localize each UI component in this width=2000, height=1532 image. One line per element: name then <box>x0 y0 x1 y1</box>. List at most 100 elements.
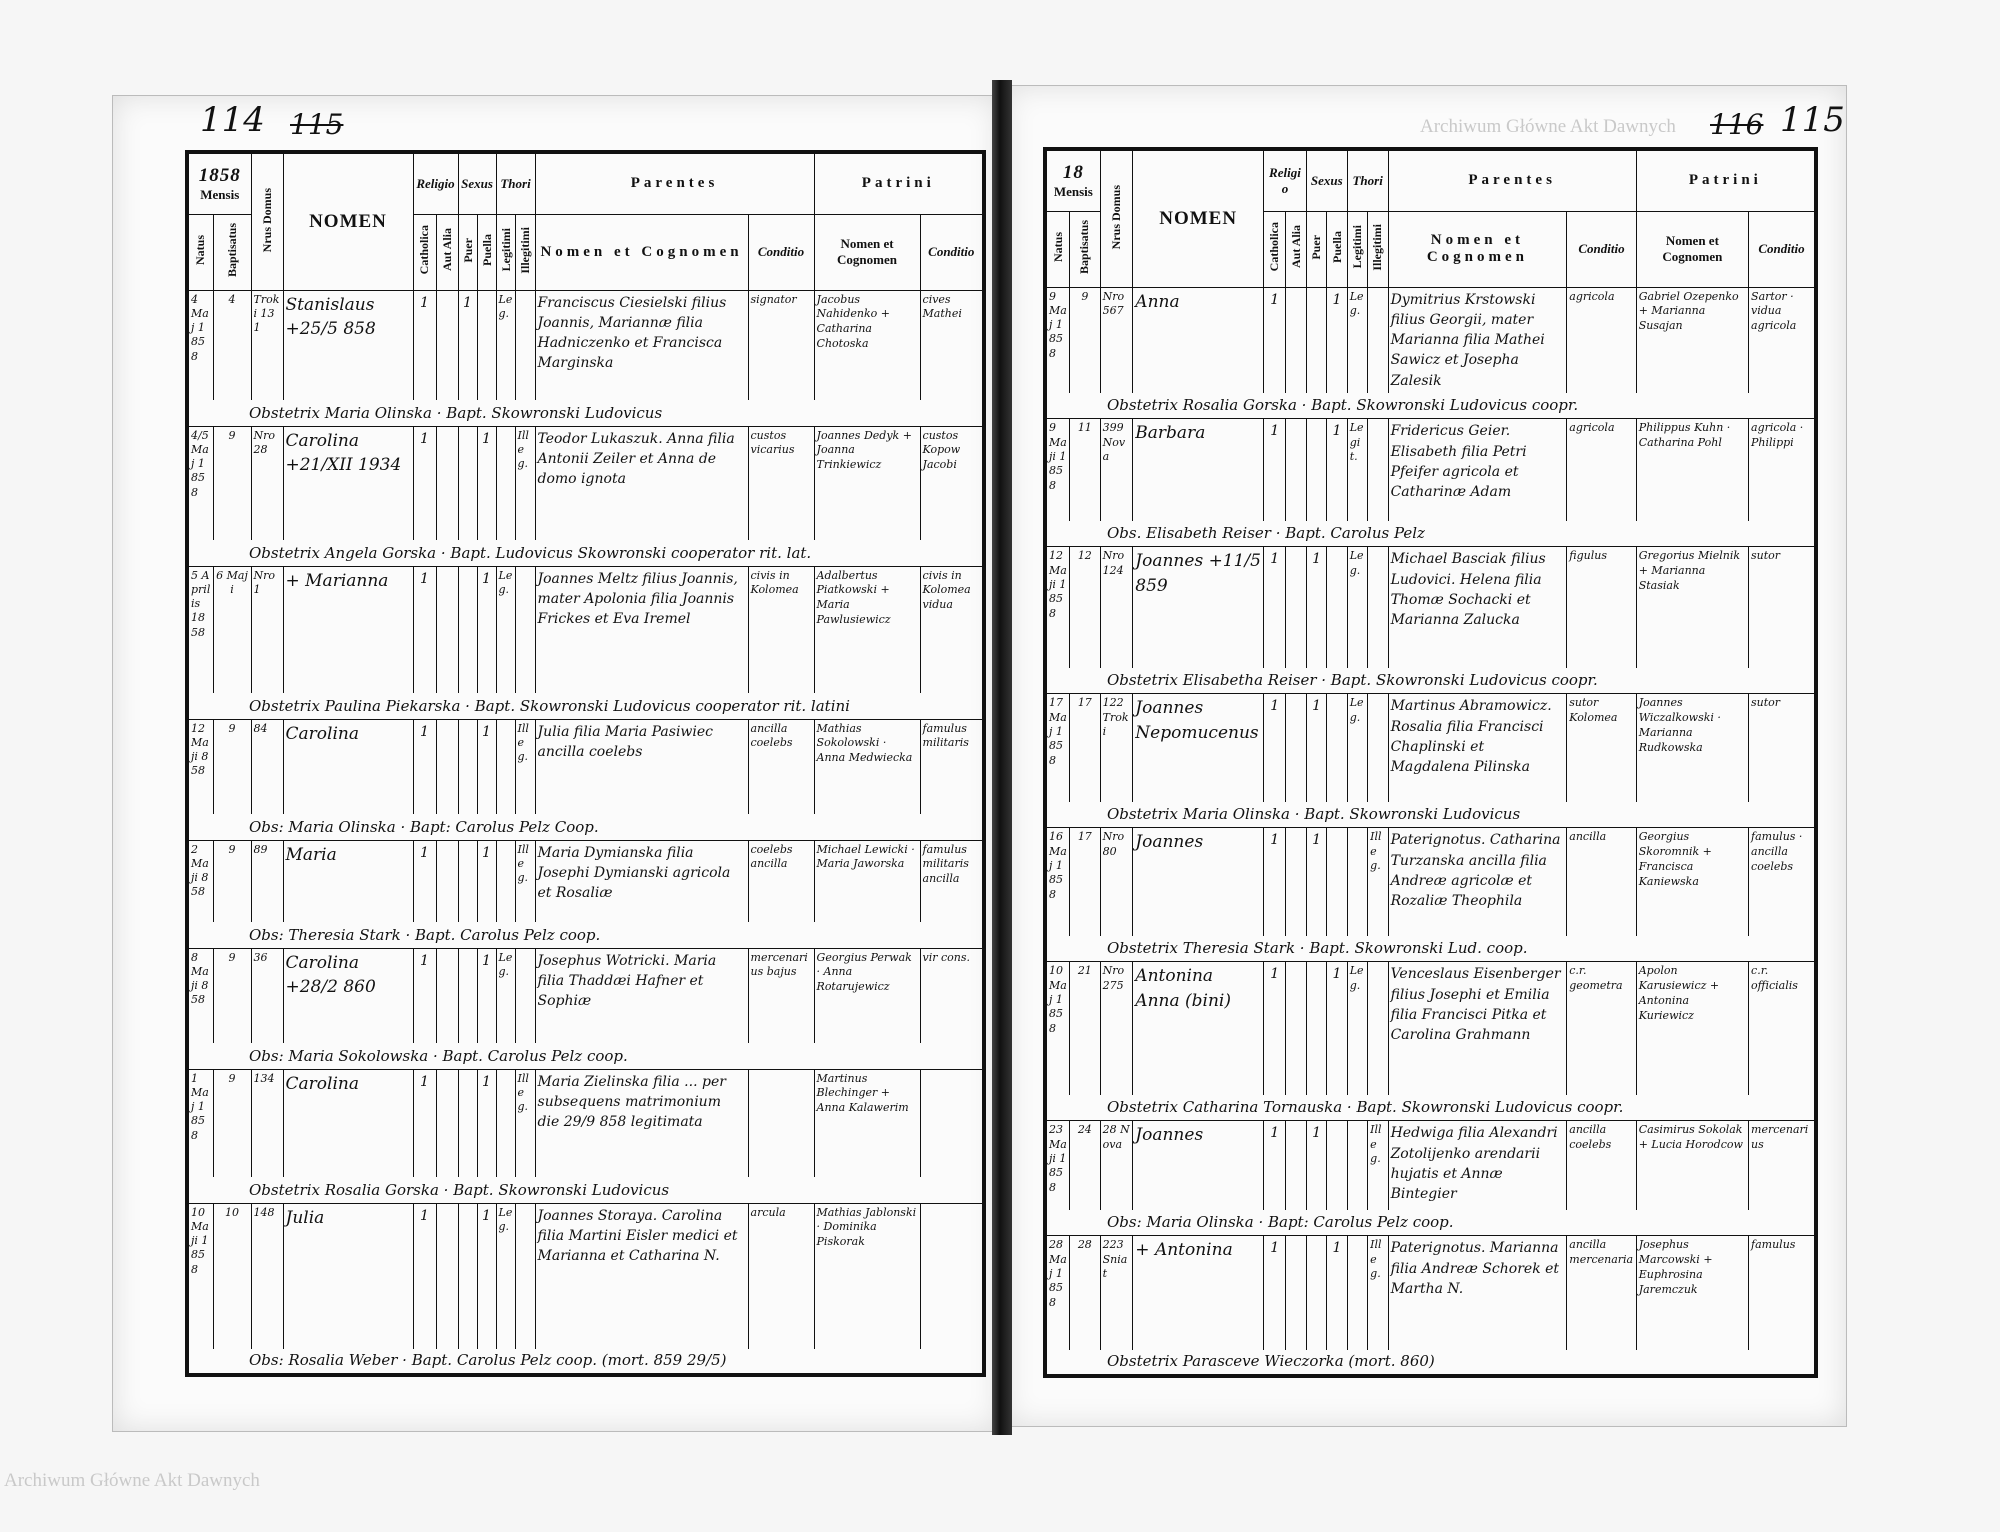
conditio-label: Conditio <box>1578 241 1625 256</box>
legitimate <box>495 1068 516 1177</box>
parents-names: Michael Basciak filius Ludovici. Helena … <box>1387 546 1568 668</box>
godparents-condition: Sartor · vidua agricola <box>1748 286 1817 393</box>
sex-female: 1 <box>1326 1235 1348 1350</box>
conditio-label: Conditio <box>1758 241 1805 256</box>
baptism-date: 6 Maji <box>212 565 252 693</box>
folio-number-left: 114 <box>200 100 265 140</box>
sex-female: 1 <box>476 839 497 922</box>
child-name: Joannes Nepomucenus <box>1132 693 1264 802</box>
baptisatus-label: Baptisatus <box>1077 219 1092 275</box>
godparents-names: Gregorius Mielnik + Marianna Stasiak <box>1635 546 1750 668</box>
house-number: 89 <box>250 839 284 922</box>
folio-number-left-struck: 115 <box>290 108 344 141</box>
house-number: Nro 275 <box>1099 961 1134 1095</box>
baptism-date: 17 <box>1069 827 1101 936</box>
header-legitimi: Legitimi <box>495 213 516 291</box>
birth-date: 12 Maji 858 <box>186 718 214 814</box>
header-religio: Religio <box>412 151 459 215</box>
child-name: Julia <box>282 1202 414 1349</box>
illegitimate <box>1367 286 1389 393</box>
legitimate <box>495 718 516 814</box>
midwife-baptizer-note: Obs: Maria Olinska · Bapt: Carolus Pelz … <box>1044 1209 1817 1237</box>
godparents-names: Apolon Karusiewicz + Antonina Kuriewicz <box>1635 961 1750 1095</box>
register-entry-note-row: Obstetrix Maria Olinska · Bapt. Skowrons… <box>186 400 985 427</box>
baptism-date: 12 <box>1069 546 1101 668</box>
godparents-names: Gabriel Ozepenko + Marianna Susajan <box>1635 286 1750 393</box>
legitimate <box>1346 1120 1369 1210</box>
religion-catholic: 1 <box>1262 418 1287 521</box>
baptism-date: 4 <box>212 289 252 400</box>
header-parentes: Parentes <box>534 151 815 215</box>
sex-male: 1 <box>1305 546 1328 668</box>
baptism-date: 17 <box>1069 693 1101 802</box>
thori-label: Thori <box>500 175 531 191</box>
register-entry-note-row: Obs: Maria Olinska · Bapt: Carolus Pelz … <box>1044 1209 1817 1237</box>
register-table-left: 1858 Mensis Nrus Domus NOMEN Religio Sexu… <box>185 150 987 1377</box>
header-puella: Puella <box>1326 210 1348 288</box>
godparents-condition: c.r. officialis <box>1748 961 1817 1095</box>
register-entry-note-row: Obs. Elisabeth Reiser · Bapt. Carolus Pe… <box>1044 520 1817 548</box>
register-entry-note-row: Obs: Rosalia Weber · Bapt. Carolus Pelz … <box>186 1349 985 1376</box>
parents-condition: figulus <box>1566 546 1637 668</box>
godparents-condition: civis in Kolomea vidua <box>919 565 985 693</box>
religion-catholic: 1 <box>412 1068 437 1177</box>
register-entry-note-row: Obstetrix Elisabetha Reiser · Bapt. Skow… <box>1044 667 1817 695</box>
godparents-names: Jacobus Nahidenko + Catharina Chotoska <box>813 289 921 400</box>
parents-names: Martinus Abramowicz. Rosalia filia Franc… <box>1387 693 1568 802</box>
parents-condition: coelebs ancilla <box>747 839 815 922</box>
parents-names: Joannes Storaya. Carolina filia Martini … <box>534 1202 749 1349</box>
child-name: Stanislaus +25/5 858 <box>282 289 414 400</box>
midwife-baptizer-note: Obs: Maria Sokolowska · Bapt. Carolus Pe… <box>186 1043 985 1070</box>
legitimate: Leg. <box>495 1202 516 1349</box>
register-entry: 4/5 Maj 1858 9 Nro 28 Carolina +21/XII 193… <box>186 425 985 540</box>
legitimate: Leg. <box>1346 693 1369 802</box>
godparents-names: Josephus Marcowski + Euphrosina Jaremczu… <box>1635 1235 1750 1350</box>
parents-condition: signator <box>747 289 815 400</box>
folio-number-right-struck: 116 <box>1710 108 1764 141</box>
header-parentes: Parentes <box>1387 148 1637 212</box>
midwife-baptizer-note: Obstetrix Catharina Tornauska · Bapt. Sk… <box>1044 1094 1817 1122</box>
baptism-date: 28 <box>1069 1235 1101 1350</box>
midwife-baptizer-note: Obs: Maria Olinska · Bapt: Carolus Pelz … <box>186 814 985 841</box>
register-entry-note-row: Obstetrix Theresia Stark · Bapt. Skowron… <box>1044 935 1817 963</box>
child-name: Joannes <box>1132 827 1264 936</box>
parents-condition: ancilla <box>1566 827 1637 936</box>
register-entry: 4 Maj 1858 4 Troki 131 Stanislaus +25/5 85… <box>186 289 985 400</box>
register-entry-note-row: Obstetrix Rosalia Gorska · Bapt. Skowron… <box>1044 392 1817 420</box>
religion-catholic: 1 <box>412 565 437 693</box>
religion-catholic: 1 <box>1262 1235 1287 1350</box>
year-label: 18 <box>1062 161 1084 183</box>
parents-condition: civis in Kolomea <box>747 565 815 693</box>
register-table-right: 18 Mensis Nrus Domus NOMEN Religio Sexus … <box>1043 147 1818 1378</box>
header-nomen: NOMEN <box>1132 148 1264 288</box>
religion-catholic: 1 <box>1262 546 1287 668</box>
religion-catholic: 1 <box>1262 286 1287 393</box>
illegitimate <box>1367 546 1389 668</box>
baptism-date: 9 <box>212 425 252 540</box>
parents-condition: agricola <box>1566 286 1637 393</box>
baptism-date: 9 <box>1069 286 1101 393</box>
birth-date: 10 Maji 1858 <box>186 1202 214 1349</box>
sex-male <box>457 839 478 922</box>
house-number: 28 Nova <box>1099 1120 1134 1210</box>
parents-names: Paterignotus. Marianna filia Andreæ Scho… <box>1387 1235 1568 1350</box>
godparents-names: Adalbertus Piatkowski + Maria Pawlusiewi… <box>813 565 921 693</box>
birth-date: 17 Maj 1858 <box>1044 693 1070 802</box>
header-catholica: Catholica <box>412 213 437 291</box>
religion-other <box>1285 1120 1307 1210</box>
header-godparents-conditio: Conditio <box>919 213 985 291</box>
header-illegitimi: Illegitimi <box>1367 210 1389 288</box>
godparents-names: Philippus Kuhn · Catharina Pohl <box>1635 418 1750 521</box>
godparents-condition: mercenarius <box>1748 1120 1817 1210</box>
parents-condition: sutor Kolomea <box>1566 693 1637 802</box>
header-patrini: Patrini <box>1635 148 1817 212</box>
header-baptisatus: Baptisatus <box>212 213 252 291</box>
header-legitimi: Legitimi <box>1346 210 1369 288</box>
godparents-names: Casimirus Sokolak + Lucia Horodcow <box>1635 1120 1750 1210</box>
